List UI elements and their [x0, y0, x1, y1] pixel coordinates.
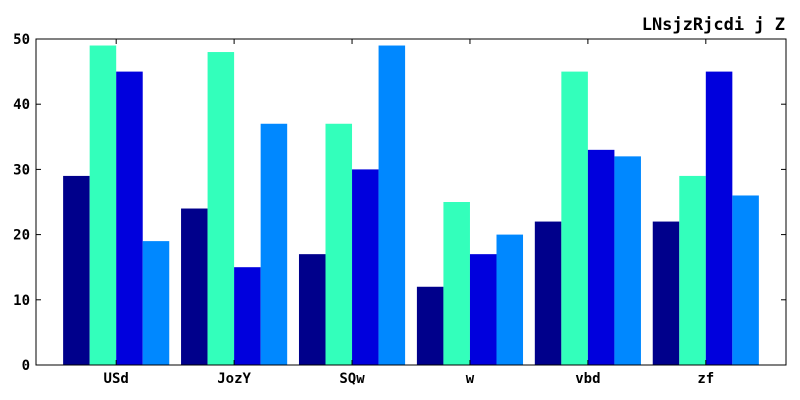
y-tick-label: 40 [13, 97, 30, 113]
bar-vbd-series-4 [614, 156, 641, 365]
x-tick-label: w [466, 371, 475, 387]
bar-w-series-1 [416, 286, 444, 365]
bars-group [63, 45, 759, 366]
y-tick-label: 50 [13, 32, 30, 48]
bar-vbd-series-2 [561, 71, 588, 365]
y-axis: 0 10 20 30 40 50 [13, 32, 786, 374]
bar-vbd-series-1 [534, 221, 562, 365]
bar-SQw-series-4 [378, 45, 406, 366]
bar-w-series-4 [496, 234, 524, 365]
bar-zf-series-3 [705, 71, 733, 365]
x-tick-label: USd [104, 371, 129, 387]
bar-JozY-series-2 [207, 52, 235, 365]
y-tick-label: 0 [22, 358, 30, 374]
bar-SQw-series-3 [352, 169, 379, 365]
bar-JozY-series-3 [234, 267, 261, 365]
bar-zf-series-1 [652, 221, 680, 365]
bar-w-series-3 [469, 254, 497, 365]
plot-frame [35, 38, 787, 366]
x-tick-label: JozY [217, 371, 251, 387]
y-tick-label: 30 [13, 162, 30, 178]
y-tick-label: 10 [13, 293, 30, 309]
x-tick-label: SQw [339, 371, 365, 387]
bar-vbd-series-3 [587, 149, 615, 365]
bar-zf-series-2 [679, 175, 706, 365]
bar-USd-series-1 [63, 175, 90, 365]
bar-USd-series-3 [116, 71, 143, 365]
bar-JozY-series-1 [181, 208, 208, 365]
bar-w-series-2 [443, 202, 470, 365]
x-tick-label: zf [697, 371, 714, 387]
y-tick-label: 20 [13, 228, 30, 244]
bar-zf-series-4 [732, 195, 759, 365]
bar-USd-series-2 [89, 45, 117, 366]
chart-title: LNsjzRjcdi j Z [642, 15, 785, 35]
bar-JozY-series-4 [260, 123, 288, 365]
bar-SQw-series-1 [298, 254, 326, 365]
x-tick-label: vbd [575, 371, 600, 387]
bar-SQw-series-2 [325, 123, 353, 365]
x-axis: USd JozY SQw w vbd zf [104, 39, 714, 387]
bar-USd-series-4 [142, 241, 170, 365]
